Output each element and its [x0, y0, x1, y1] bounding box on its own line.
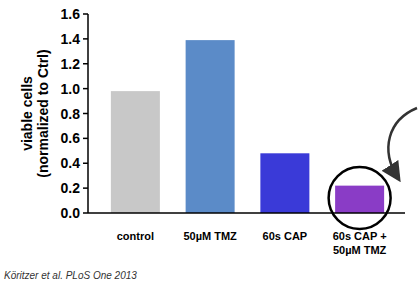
x-axis	[88, 212, 405, 214]
y-tick-label: 1.4	[61, 31, 81, 47]
y-tick-label: 1.0	[61, 81, 81, 97]
y-tick	[83, 187, 88, 189]
y-tick	[83, 88, 88, 90]
x-tick-label-line: 60s CAP	[263, 230, 308, 242]
x-tick-label-line: 60s CAP +	[333, 230, 387, 242]
y-tick-label: 0.6	[61, 130, 81, 146]
x-tick-label-line: 50µM TMZ	[183, 230, 237, 242]
y-tick-label: 0.4	[61, 155, 81, 171]
x-tick-label-line: 50µM TMZ	[333, 244, 387, 256]
y-axis-label-line: (normalized to Ctrl)	[35, 49, 51, 177]
y-tick	[83, 38, 88, 40]
highlight-circle	[329, 167, 391, 229]
bar	[260, 153, 309, 213]
bars	[111, 40, 384, 213]
y-axis-label: viable cells(normalized to Ctrl)	[19, 49, 51, 177]
x-tick-label: 60s CAP	[263, 230, 308, 242]
bar	[186, 40, 235, 213]
y-tick	[83, 138, 88, 140]
chart: 0.0 0.2 0.4 0.6 0.8 1.0 1.2 1.4 1.6 control 50µM T…	[0, 0, 419, 289]
y-tick-label: 0.2	[61, 180, 81, 196]
y-tick-label: 1.6	[61, 6, 81, 22]
y-tick-label: 0.0	[61, 205, 81, 221]
x-tick-label: control	[117, 230, 154, 242]
bar	[111, 91, 160, 213]
x-tick-label: 50µM TMZ	[183, 230, 237, 242]
y-tick-label: 0.8	[61, 106, 81, 122]
y-tick	[83, 13, 88, 15]
bar	[335, 186, 384, 213]
y-tick	[83, 63, 88, 65]
x-tick-label: 60s CAP + 50µM TMZ	[333, 230, 387, 256]
highlight-arrow	[388, 108, 417, 178]
y-tick	[83, 113, 88, 115]
x-tick-label-line: control	[117, 230, 154, 242]
y-tick	[83, 212, 88, 214]
annotation: Köritzer et al. PLoS One 2013	[4, 270, 137, 281]
y-tick	[83, 163, 88, 165]
y-tick-label: 1.2	[61, 56, 81, 72]
y-axis-label-line: viable cells	[19, 76, 35, 151]
